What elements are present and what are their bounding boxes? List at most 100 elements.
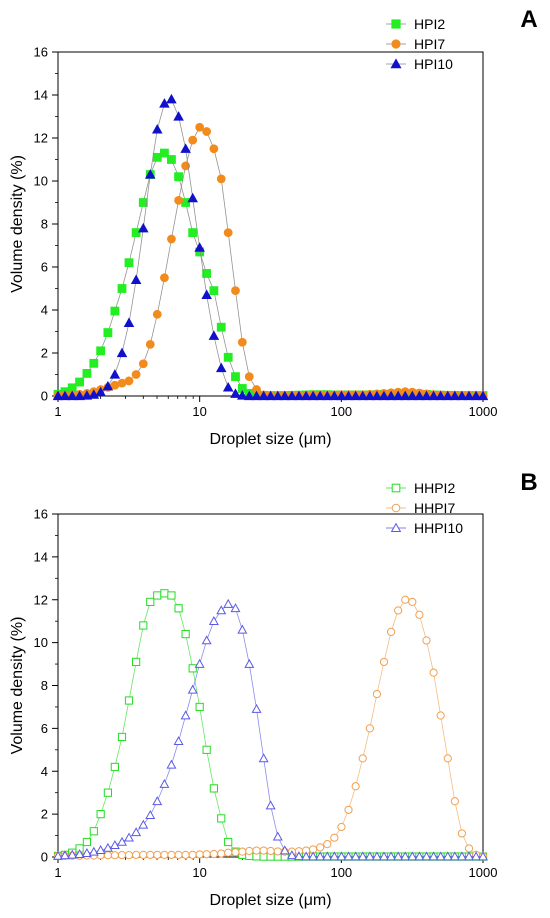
- data-point: [343, 851, 354, 861]
- data-point: [160, 273, 169, 283]
- legend-label: HPI10: [414, 56, 453, 72]
- plot-frame: [57, 51, 484, 397]
- legend-marker: [391, 483, 401, 493]
- y-tick-label: 2: [41, 807, 48, 822]
- data-point: [443, 754, 452, 763]
- data-point: [117, 836, 127, 846]
- data-point: [272, 831, 283, 841]
- data-point: [124, 258, 134, 268]
- data-point: [322, 851, 333, 861]
- data-point: [392, 390, 404, 401]
- data-point: [146, 597, 155, 606]
- data-point: [209, 144, 219, 154]
- data-point: [301, 851, 312, 861]
- legend-marker: [391, 39, 401, 49]
- y-tick-label: 4: [41, 764, 48, 779]
- data-point: [201, 289, 212, 300]
- series-HPI10: [52, 93, 489, 401]
- data-point: [82, 837, 92, 847]
- data-point: [208, 330, 220, 340]
- data-point: [201, 635, 212, 645]
- y-tick-label: 10: [34, 174, 48, 189]
- data-point: [67, 849, 78, 859]
- y-axis-label: Volume density (%): [9, 155, 26, 293]
- data-point: [195, 122, 205, 132]
- x-tick-label: 10: [192, 865, 206, 880]
- data-point: [414, 390, 425, 401]
- data-point: [223, 598, 234, 608]
- y-tick-label: 12: [34, 592, 48, 607]
- data-point: [217, 849, 226, 858]
- data-point: [252, 846, 261, 855]
- data-point: [102, 842, 113, 852]
- data-point: [180, 143, 191, 153]
- data-point: [259, 846, 268, 855]
- data-point: [350, 390, 361, 401]
- data-point: [153, 591, 162, 600]
- data-point: [450, 797, 459, 806]
- data-point: [442, 851, 453, 861]
- data-point: [159, 778, 170, 788]
- data-point: [96, 810, 105, 819]
- data-point: [293, 390, 305, 401]
- data-point: [153, 850, 162, 859]
- data-point: [279, 390, 291, 401]
- data-point: [110, 762, 119, 772]
- data-point: [103, 788, 112, 797]
- data-point: [399, 390, 411, 401]
- data-point: [224, 848, 233, 857]
- y-tick-label: 6: [41, 721, 48, 736]
- data-point: [244, 658, 255, 668]
- data-point: [378, 390, 390, 401]
- data-point: [379, 657, 389, 667]
- data-point: [477, 390, 489, 401]
- data-point: [209, 849, 218, 859]
- data-point: [174, 604, 183, 613]
- data-point: [265, 800, 276, 810]
- x-axis-label: Droplet size (μm): [209, 431, 331, 448]
- data-point: [187, 684, 198, 694]
- data-point: [222, 381, 234, 392]
- data-point: [364, 390, 376, 401]
- data-point: [180, 710, 191, 720]
- data-point: [195, 702, 204, 712]
- data-point: [88, 846, 99, 856]
- legend-marker: [391, 19, 401, 29]
- data-point: [343, 390, 354, 401]
- y-tick-label: 10: [34, 635, 48, 650]
- data-point: [457, 829, 467, 838]
- data-point: [138, 198, 148, 207]
- data-point: [145, 810, 156, 820]
- legend-label: HPI7: [414, 36, 445, 52]
- data-point: [307, 390, 319, 401]
- data-point: [386, 851, 397, 861]
- series-HHPI10: [53, 598, 488, 861]
- data-point: [109, 369, 121, 379]
- data-point: [117, 284, 127, 293]
- data-point: [188, 135, 198, 145]
- data-point: [286, 850, 297, 860]
- data-point: [224, 837, 233, 847]
- y-tick-label: 8: [41, 678, 48, 693]
- data-point: [351, 782, 360, 791]
- data-point: [401, 595, 410, 604]
- data-point: [181, 629, 190, 639]
- data-point: [194, 658, 205, 668]
- data-point: [95, 844, 106, 854]
- data-point: [386, 627, 396, 637]
- data-point: [53, 850, 63, 860]
- data-point: [124, 696, 134, 705]
- data-point: [123, 317, 135, 327]
- data-point: [421, 851, 432, 861]
- series-line: [57, 603, 483, 857]
- data-point: [231, 372, 240, 382]
- data-point: [251, 703, 262, 713]
- data-point: [223, 228, 233, 238]
- data-point: [330, 833, 339, 842]
- data-point: [230, 388, 241, 398]
- data-point: [173, 736, 184, 746]
- x-axis-label: Droplet size (μm): [209, 892, 331, 909]
- data-point: [117, 732, 127, 742]
- data-point: [132, 657, 141, 667]
